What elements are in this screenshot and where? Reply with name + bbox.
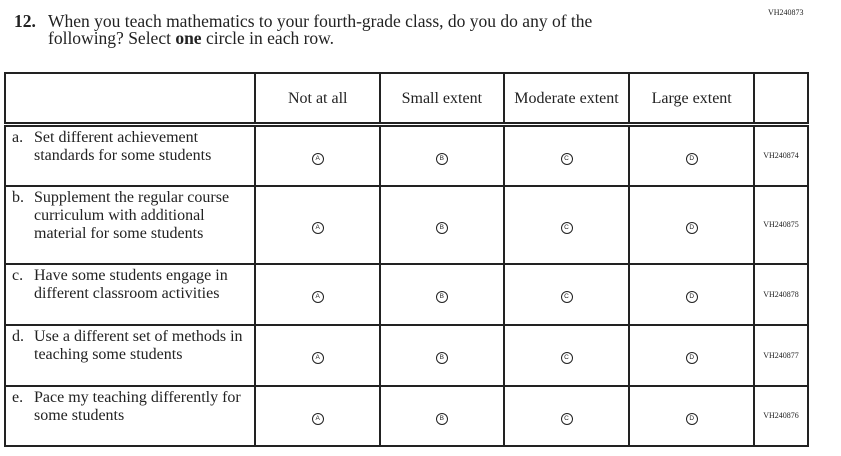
response-bubble-b[interactable]: B: [435, 291, 448, 303]
row-letter: b.: [12, 188, 24, 206]
option-cell: C: [502, 323, 631, 387]
response-bubble-a[interactable]: A: [311, 152, 324, 165]
row-label: d. Use a different set of methods in teac…: [3, 323, 257, 387]
row-text: Have some students engage in different c…: [34, 266, 228, 302]
row-label: e. Pace my teaching differently for some …: [3, 384, 257, 447]
option-cell: A: [254, 323, 381, 387]
response-grid: Not at all Small extent Moderate extent Lar…: [3, 72, 809, 447]
option-cell: B: [379, 184, 505, 265]
option-cell: B: [379, 323, 505, 387]
header-code-blank: [753, 72, 809, 127]
response-bubble-b[interactable]: B: [435, 221, 448, 234]
response-bubble-a[interactable]: A: [311, 291, 324, 303]
item-code: VH240877: [753, 323, 809, 387]
row-label: a. Set different achievement standards fo…: [3, 123, 257, 187]
option-cell: B: [379, 262, 505, 326]
table-row: d. Use a different set of methods in teac…: [3, 323, 809, 387]
row-text: Set different achievement standards for …: [34, 129, 212, 164]
table-row: b. Supplement the regular course curricul…: [3, 184, 809, 265]
question-line2-pre: following? Select: [48, 28, 176, 48]
item-code: VH240876: [753, 384, 809, 447]
form-code: VH240873: [768, 8, 804, 17]
option-cell: D: [628, 123, 756, 187]
response-bubble-a[interactable]: A: [311, 352, 324, 364]
option-cell: A: [254, 262, 381, 326]
row-label: c. Have some students engage in different…: [3, 262, 257, 326]
option-cell: C: [502, 262, 631, 326]
header-row: Not at all Small extent Moderate extent Lar…: [3, 72, 809, 127]
table-row: a. Set different achievement standards fo…: [3, 123, 809, 187]
column-header: Moderate extent: [502, 72, 631, 127]
row-text: Supplement the regular course curriculum…: [34, 188, 230, 242]
option-cell: B: [379, 384, 505, 447]
option-cell: D: [628, 262, 756, 326]
response-bubble-b[interactable]: B: [435, 352, 448, 364]
option-cell: A: [254, 184, 381, 265]
option-cell: C: [502, 123, 631, 187]
row-letter: e.: [12, 388, 24, 406]
question-line2-post: circle in each row.: [201, 28, 335, 48]
row-text: Pace my teaching differently for some st…: [34, 388, 241, 424]
option-cell: D: [628, 184, 756, 265]
response-bubble-c[interactable]: C: [560, 412, 573, 425]
question-line1: When you teach mathematics to your fourt…: [48, 11, 593, 31]
response-bubble-d[interactable]: D: [685, 221, 698, 234]
row-letter: c.: [12, 266, 24, 284]
item-code: VH240875: [753, 184, 809, 265]
row-text: Use a different set of methods in teachi…: [34, 327, 243, 363]
question-text: 12. When you teach mathematics to your fo…: [14, 11, 593, 48]
table-row: e. Pace my teaching differently for some …: [3, 384, 809, 447]
response-bubble-d[interactable]: D: [685, 152, 698, 165]
response-bubble-d[interactable]: D: [685, 291, 698, 303]
option-cell: D: [628, 323, 756, 387]
column-header: Small extent: [379, 72, 505, 127]
row-letter: a.: [12, 129, 24, 146]
response-bubble-c[interactable]: C: [560, 352, 573, 364]
response-bubble-b[interactable]: B: [435, 152, 448, 165]
row-label: b. Supplement the regular course curricul…: [3, 184, 257, 265]
option-cell: B: [379, 123, 505, 187]
response-bubble-b[interactable]: B: [435, 412, 448, 425]
option-cell: C: [502, 384, 631, 447]
option-cell: A: [254, 123, 381, 187]
column-header: Large extent: [628, 72, 756, 127]
response-bubble-c[interactable]: C: [560, 221, 573, 234]
header-blank: [3, 72, 257, 127]
option-cell: A: [254, 384, 381, 447]
response-bubble-c[interactable]: C: [560, 291, 573, 303]
response-bubble-c[interactable]: C: [560, 152, 573, 165]
item-code: VH240878: [753, 262, 809, 326]
response-bubble-d[interactable]: D: [685, 352, 698, 364]
response-bubble-a[interactable]: A: [311, 221, 324, 234]
option-cell: D: [628, 384, 756, 447]
response-bubble-a[interactable]: A: [311, 412, 324, 425]
column-header: Not at all: [254, 72, 381, 127]
question-emphasis: one: [175, 28, 202, 48]
option-cell: C: [502, 184, 631, 265]
table-row: c. Have some students engage in different…: [3, 262, 809, 326]
response-bubble-d[interactable]: D: [685, 412, 698, 425]
item-code: VH240874: [753, 123, 809, 187]
question-number: 12.: [14, 11, 36, 31]
row-letter: d.: [12, 327, 24, 345]
